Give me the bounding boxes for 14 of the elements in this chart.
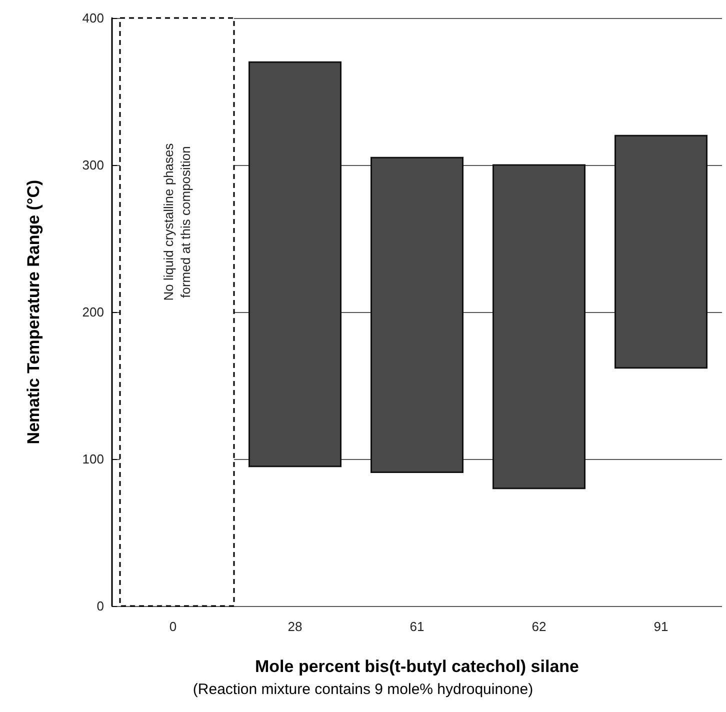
y-tick-label: 0 xyxy=(96,598,104,614)
x-tick-label: 91 xyxy=(654,619,668,634)
band-label: No liquid crystalline phases formed at this composition xyxy=(161,142,193,301)
y-tick-label: 400 xyxy=(82,10,104,26)
x-axis-title: Mole percent bis(t-butyl catechol) silane xyxy=(254,657,580,676)
y-axis-title: Nematic Temperature Range (°C) xyxy=(24,180,43,444)
text: (Reaction mixture contains 9 mole% hydroquinone) xyxy=(192,681,534,698)
y-tick-label: 100 xyxy=(82,452,104,466)
x-tick-label: 61 xyxy=(410,619,424,634)
y-tick-label: 200 xyxy=(82,304,104,320)
x-tick-label: 0 xyxy=(169,619,177,634)
x-tick-label: 28 xyxy=(288,619,302,634)
x-tick-label: 62 xyxy=(532,619,546,634)
y-tick-label: 300 xyxy=(82,158,104,172)
